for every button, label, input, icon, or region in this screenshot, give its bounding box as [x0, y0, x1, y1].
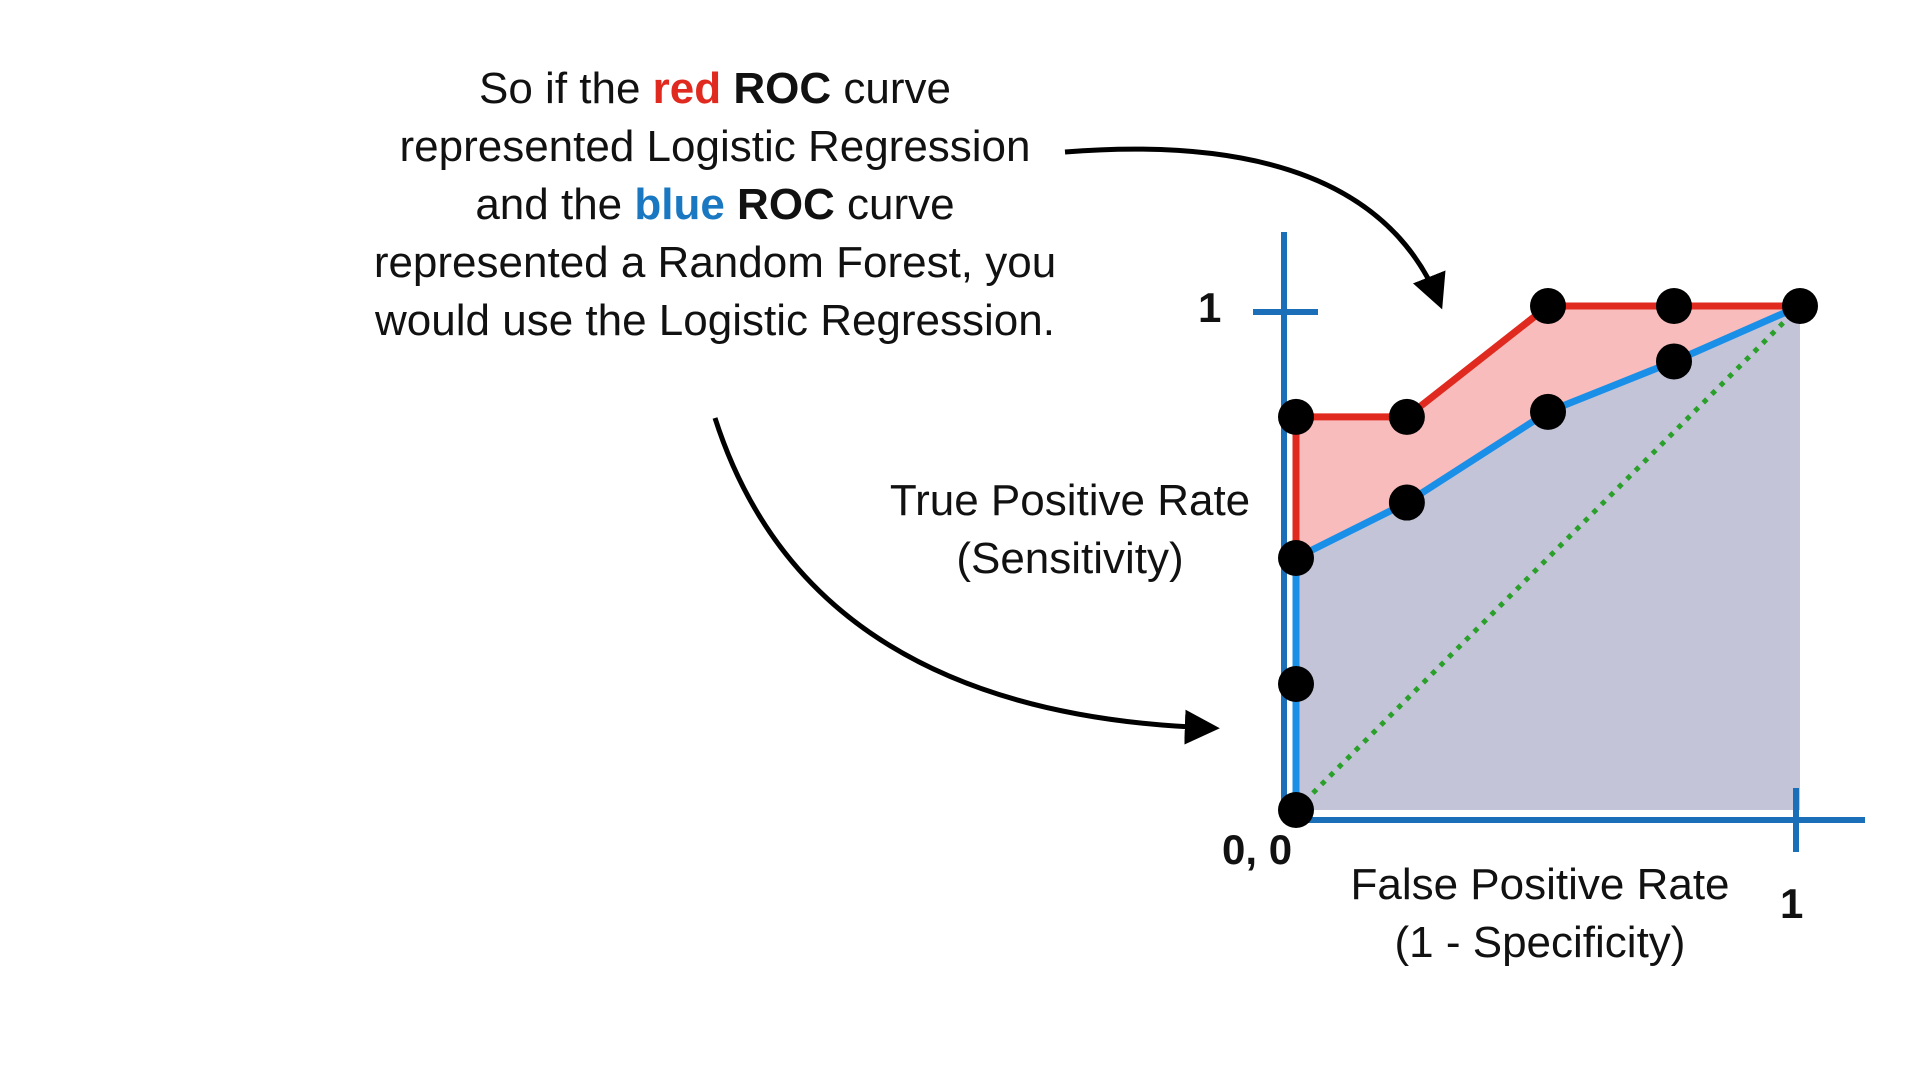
data-point-6 [1388, 484, 1425, 521]
data-point-1 [1278, 792, 1314, 828]
red-curve-area [1296, 306, 1800, 584]
data-point-2 [1278, 666, 1314, 702]
y-axis-label: True Positive Rate (Sensitivity) [860, 472, 1280, 588]
x-tick-label: 1 [1780, 880, 1804, 927]
caption-part-3: curve represented Logistic Regression an… [399, 64, 1031, 229]
data-point-10 [1656, 343, 1692, 380]
y-axis-label-line-1: True Positive Rate [889, 476, 1251, 525]
blue-curve-area [1296, 306, 1800, 810]
caption-roc-1: ROC [733, 64, 832, 113]
caption-text: So if the red ROC curve represented Logi… [360, 60, 1070, 350]
arrow-to-blue-curve [712, 417, 1220, 745]
data-point-7 [1530, 288, 1566, 324]
caption-blue-word: blue [634, 180, 725, 229]
data-point-11 [1782, 288, 1818, 324]
arrow-to-red-curve [1064, 146, 1446, 310]
red-roc-curve [1292, 302, 1800, 584]
blue-roc-curve [1292, 302, 1802, 810]
x-axis-label-line-1: False Positive Rate [1350, 860, 1730, 909]
data-point-8 [1530, 393, 1566, 430]
y-tick-label: 1 [1198, 284, 1222, 331]
data-point-3 [1278, 540, 1314, 576]
data-point-5 [1388, 398, 1425, 435]
caption-red-word: red [652, 64, 722, 113]
data-point-9 [1656, 288, 1692, 324]
caption-roc-2: ROC [737, 180, 835, 229]
caption-part-5: curve represented a Random Forest, you w… [373, 180, 1057, 345]
origin-label: 0, 0 [1222, 826, 1293, 873]
x-axis-label-line-2: (1 - Specificity) [1394, 918, 1686, 967]
caption-part-1: So if the [479, 64, 653, 113]
y-axis-label-line-2: (Sensitivity) [956, 534, 1184, 583]
data-point-4 [1278, 398, 1314, 435]
x-axis-label: False Positive Rate (1 - Specificity) [1300, 856, 1780, 972]
